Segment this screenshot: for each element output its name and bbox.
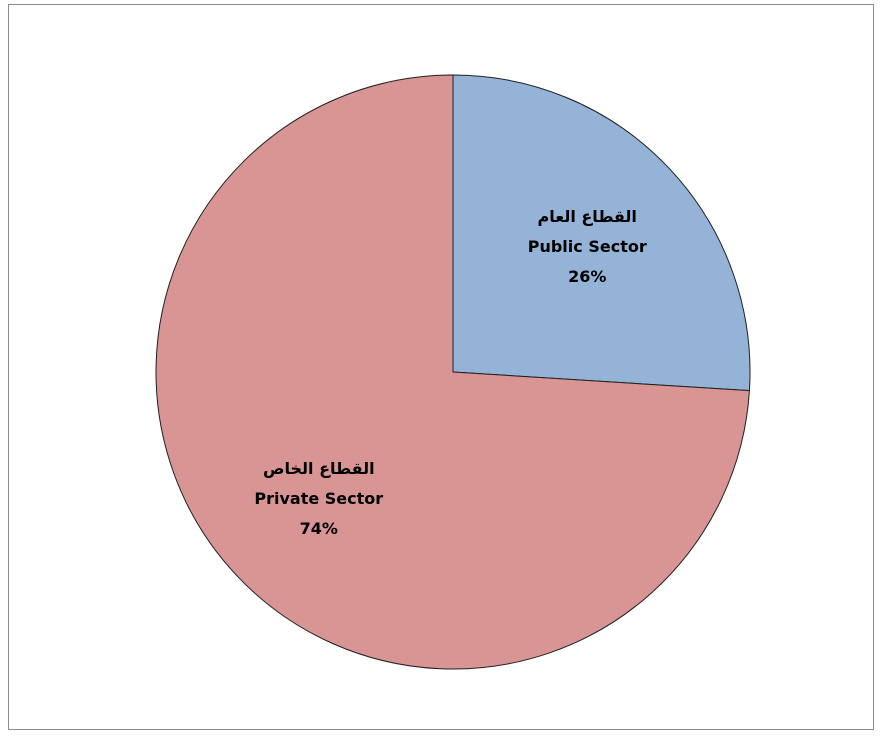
slice-label-1: القطاع الخاص Private Sector 74%	[254, 459, 383, 538]
slice-1-value-label: 74%	[300, 519, 338, 538]
pie-slice-0	[452, 74, 751, 392]
slice-1-label-en: Private Sector	[254, 489, 383, 508]
pie-chart: القطاع العام Public Sector 26% القطاع الخاص…	[155, 74, 751, 670]
slice-1-label-ar: القطاع الخاص	[263, 459, 375, 478]
chart-area: القطاع العام Public Sector 26% القطاع الخاص…	[8, 4, 874, 730]
slice-0-value-label: 26%	[568, 267, 606, 286]
pie-slice-1	[155, 74, 750, 670]
slice-label-0: القطاع العام Public Sector 26%	[528, 207, 647, 286]
slice-0-label-en: Public Sector	[528, 237, 647, 256]
slice-0-label-ar: القطاع العام	[538, 207, 637, 226]
